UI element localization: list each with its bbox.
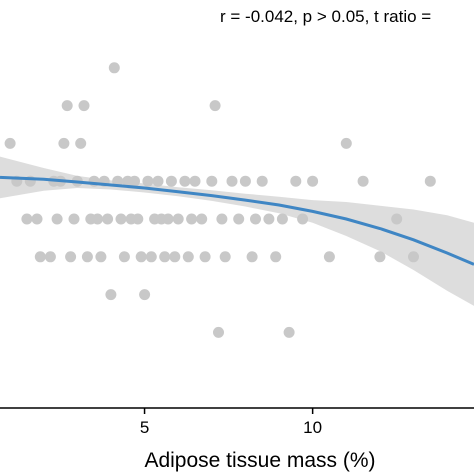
data-point (61, 100, 73, 112)
data-point (256, 175, 268, 187)
data-point (21, 213, 33, 225)
data-point (152, 175, 164, 187)
data-point (290, 175, 302, 187)
data-point (233, 213, 245, 225)
data-point (115, 213, 127, 225)
data-point (424, 175, 436, 187)
data-point (102, 213, 114, 225)
data-point (135, 251, 147, 263)
data-point (189, 175, 201, 187)
data-point (206, 175, 218, 187)
fit-line (0, 175, 474, 266)
data-point (118, 251, 130, 263)
confidence-band (0, 156, 474, 306)
x-tick-label: 5 (140, 418, 149, 437)
data-point (199, 251, 211, 263)
data-point (374, 251, 386, 263)
data-point (51, 213, 63, 225)
data-point (108, 62, 120, 74)
data-point (165, 175, 177, 187)
data-point (68, 213, 80, 225)
data-point (213, 326, 224, 338)
data-point (297, 213, 309, 225)
data-point (209, 100, 221, 112)
data-point (65, 251, 77, 263)
x-axis-title: Adipose tissue mass (%) (144, 449, 375, 472)
data-point (34, 251, 46, 263)
data-point (145, 251, 157, 263)
data-point (357, 175, 369, 187)
data-point (250, 213, 261, 225)
data-point (182, 251, 194, 263)
x-tick-label: 10 (303, 418, 322, 437)
data-point (159, 251, 171, 263)
data-point (276, 213, 288, 225)
data-point (132, 213, 144, 225)
data-point (169, 251, 181, 263)
data-point (219, 251, 231, 263)
data-point (216, 213, 228, 225)
data-point (139, 289, 151, 301)
data-point (226, 175, 238, 187)
data-point (95, 251, 107, 263)
data-point (4, 137, 16, 149)
data-point (92, 213, 103, 225)
data-point (263, 213, 275, 225)
data-point (196, 213, 208, 225)
data-point (44, 251, 56, 263)
correlation-annotation: r = -0.042, p > 0.05, t ratio = (220, 7, 431, 26)
data-point (129, 175, 140, 187)
data-point (307, 175, 319, 187)
data-point (239, 175, 251, 187)
data-point (391, 213, 403, 225)
data-point (31, 213, 43, 225)
data-point (162, 213, 174, 225)
data-point (172, 213, 184, 225)
regression-line (0, 175, 474, 266)
data-point (75, 137, 87, 149)
confidence-band-area (0, 156, 474, 306)
data-point (81, 251, 93, 263)
data-point (142, 175, 154, 187)
data-point (323, 251, 335, 263)
data-point (105, 289, 117, 301)
data-point (270, 251, 282, 263)
data-point (58, 137, 70, 149)
data-point (186, 213, 198, 225)
data-point (340, 137, 352, 149)
data-point (179, 175, 191, 187)
data-point (78, 100, 90, 112)
data-point (246, 251, 258, 263)
x-axis: 5 10 (0, 407, 474, 437)
data-point (408, 251, 419, 263)
data-point (283, 326, 295, 338)
